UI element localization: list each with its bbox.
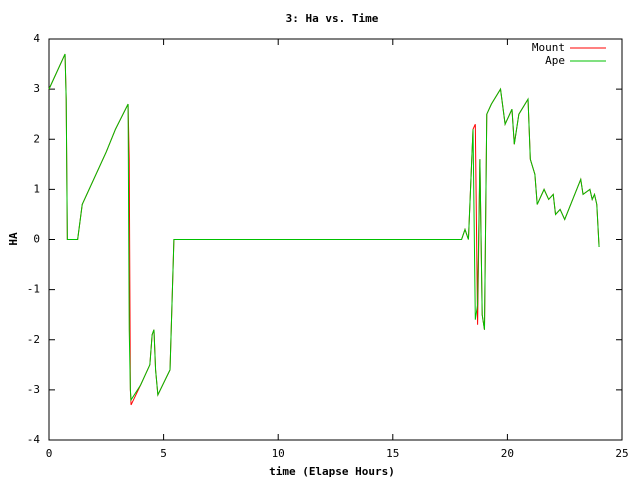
y-tick-label: -1 [27,283,40,296]
x-tick-label: 25 [615,447,628,460]
series-line [48,53,600,402]
chart-title: 3: Ha vs. Time [286,12,379,25]
y-tick-label: -3 [27,383,40,396]
x-tick-label: 20 [501,447,514,460]
y-tick-label: 2 [33,132,40,145]
y-tick-label: 0 [33,233,40,246]
x-axis-label: time (Elapse Hours) [269,465,395,478]
y-tick-label: -2 [27,333,40,346]
y-tick-label: 4 [33,32,40,45]
y-tick-label: 1 [33,182,40,195]
x-tick-label: 15 [386,447,399,460]
x-tick-label: 10 [272,447,285,460]
legend-label: Ape [545,54,565,67]
y-tick-label: -4 [27,433,41,446]
y-tick-label: 3 [33,82,40,95]
series-line [48,53,600,406]
x-tick-label: 0 [46,447,53,460]
x-tick-label: 5 [160,447,167,460]
legend-label: Mount [532,41,565,54]
y-axis-label: HA [7,232,20,246]
